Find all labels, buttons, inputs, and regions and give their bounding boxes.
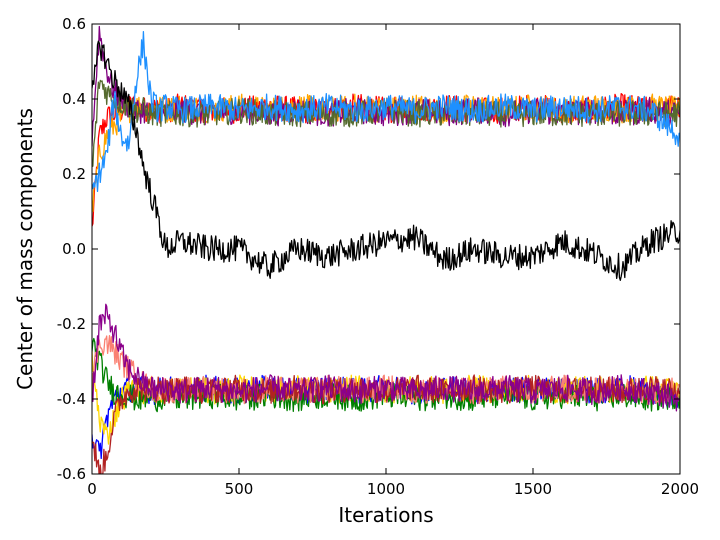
series-line-5 <box>92 31 680 193</box>
x-tick-label: 500 <box>225 480 254 498</box>
y-tick-label: 0.4 <box>62 90 86 108</box>
x-tick-label: 2000 <box>661 480 699 498</box>
x-tick-label: 0 <box>87 480 97 498</box>
y-tick-label: -0.6 <box>57 465 86 483</box>
series-line-6 <box>92 40 680 281</box>
y-tick-label: -0.2 <box>57 315 86 333</box>
x-axis-ticks: 0 500 1000 1500 2000 <box>87 24 699 498</box>
series-layer <box>92 25 680 474</box>
x-axis-label: Iterations <box>338 503 433 527</box>
y-axis-ticks: -0.6 -0.4 -0.2 0.0 0.2 0.4 0.6 <box>57 15 680 483</box>
y-tick-label: -0.4 <box>57 390 86 408</box>
y-tick-label: 0.2 <box>62 165 86 183</box>
x-tick-label: 1500 <box>514 480 552 498</box>
y-axis-label: Center of mass components <box>13 108 37 390</box>
series-line-12 <box>92 303 680 412</box>
x-tick-label: 1000 <box>367 480 405 498</box>
y-tick-label: 0.6 <box>62 15 86 33</box>
y-tick-label: 0.0 <box>62 240 86 258</box>
